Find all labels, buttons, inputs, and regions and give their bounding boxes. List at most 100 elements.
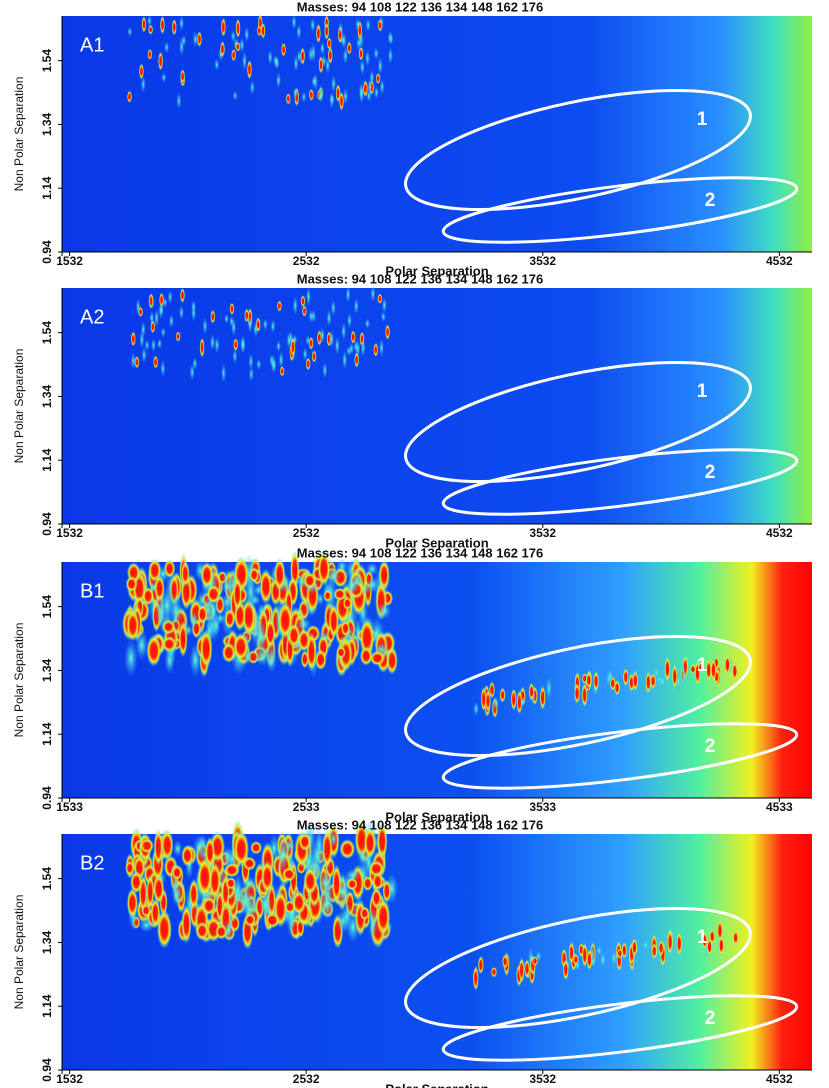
peak — [164, 647, 175, 675]
annotation-ellipse — [441, 994, 799, 1062]
peak — [334, 336, 340, 355]
peak — [310, 17, 316, 33]
peak — [181, 34, 187, 46]
y-tick-label: 1.34 — [40, 658, 54, 682]
peak — [259, 568, 273, 605]
peak — [141, 16, 147, 33]
chart-title: Masses: 94 108 122 136 134 148 162 176 — [297, 817, 544, 832]
peak — [545, 676, 552, 701]
y-tick-label: 1.54 — [40, 49, 54, 73]
y-tick-label: 1.14 — [40, 722, 54, 746]
peak — [181, 904, 192, 944]
peak — [248, 366, 254, 382]
peak — [291, 890, 306, 915]
peak — [162, 297, 168, 308]
peak — [146, 14, 152, 28]
x-tick-label: 2532 — [293, 526, 320, 540]
peak — [141, 903, 151, 918]
peak — [581, 942, 588, 968]
peak — [296, 24, 302, 40]
peak — [516, 690, 523, 715]
x-tick-label: 1532 — [56, 526, 83, 540]
peak — [378, 559, 390, 591]
peak — [373, 342, 379, 357]
peak — [240, 334, 246, 354]
peak — [233, 632, 249, 661]
peak — [197, 604, 208, 625]
y-axis-label: Non Polar Separation — [12, 349, 26, 464]
peak — [138, 63, 144, 80]
peak — [249, 79, 255, 96]
peak — [205, 836, 215, 868]
peak — [155, 593, 167, 631]
peak — [354, 352, 360, 368]
peak — [241, 51, 247, 71]
y-tick-label: 1.14 — [40, 994, 54, 1018]
y-tick-label: 1.34 — [40, 112, 54, 136]
peak — [179, 287, 185, 303]
peak — [224, 313, 230, 324]
peak — [260, 22, 266, 39]
peak — [586, 949, 593, 971]
peak — [724, 654, 731, 676]
peak — [159, 15, 165, 35]
peak — [676, 931, 683, 956]
peak — [371, 887, 382, 910]
peak — [581, 682, 588, 708]
annotation-ellipse — [404, 360, 752, 484]
y-tick-label: 1.54 — [40, 867, 54, 891]
x-tick-label: 3532 — [529, 1072, 556, 1086]
peak — [232, 348, 238, 364]
panel: Masses: 94 108 122 136 134 148 162 176 B1… — [12, 545, 812, 824]
peak — [158, 302, 164, 320]
peak — [244, 913, 256, 927]
peak — [139, 838, 154, 854]
y-tick-label: 1.14 — [40, 448, 54, 472]
peak — [381, 297, 387, 314]
peak — [259, 894, 272, 917]
peak — [215, 923, 228, 940]
annotation: 1 — [697, 927, 708, 948]
peak — [247, 315, 253, 334]
peak — [284, 838, 295, 854]
peak — [370, 285, 376, 302]
peak — [178, 305, 184, 320]
peak — [329, 92, 335, 109]
peak — [272, 55, 278, 66]
x-tick-label: 4532 — [766, 254, 793, 268]
peak — [337, 26, 343, 44]
peak — [328, 603, 340, 639]
x-axis-label: Polar Separation — [385, 809, 488, 824]
peak — [372, 872, 384, 891]
peak — [379, 79, 385, 95]
peak — [499, 687, 506, 703]
x-tick-label: 4532 — [766, 526, 793, 540]
peak — [311, 350, 317, 363]
peak — [157, 338, 163, 350]
peak — [731, 661, 738, 681]
peak — [125, 576, 138, 593]
peak — [168, 314, 174, 329]
peak — [350, 330, 356, 344]
peak — [368, 860, 385, 878]
peak — [140, 75, 146, 93]
peak — [322, 362, 328, 379]
peak — [310, 42, 316, 63]
peak — [153, 355, 159, 369]
peak — [224, 919, 233, 942]
peak — [358, 82, 364, 102]
panel: Masses: 94 108 122 136 134 148 162 176 A1… — [12, 0, 812, 278]
peak — [310, 309, 316, 323]
x-tick-label: 1533 — [56, 800, 83, 814]
peak — [326, 309, 332, 327]
peak — [342, 596, 353, 610]
peak — [622, 667, 629, 687]
peak — [358, 46, 364, 61]
peak — [211, 614, 221, 636]
peak — [664, 656, 671, 682]
peak — [199, 337, 205, 358]
peak — [359, 906, 370, 921]
peak — [680, 665, 687, 687]
peak — [249, 567, 260, 583]
